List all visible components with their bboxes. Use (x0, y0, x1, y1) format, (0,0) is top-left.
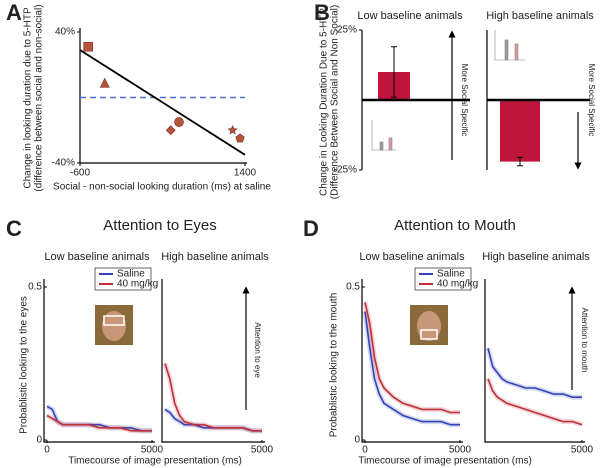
subtitle: High baseline animals (486, 10, 594, 22)
y-tick-label: 0.5 (346, 282, 360, 293)
series-line (487, 378, 583, 426)
y-tick-label: -40% (52, 158, 75, 169)
stimulus-image (410, 305, 448, 345)
stimulus-image (95, 305, 133, 345)
y-axis-label: Change in looking duration due to 5-HTP (23, 7, 34, 189)
y-tick-label: 0 (36, 435, 42, 446)
panel-letter: A (6, 0, 22, 25)
point (83, 41, 94, 52)
panel-letter: D (303, 216, 319, 241)
point (174, 117, 184, 127)
y-tick-label: 0 (354, 435, 360, 446)
x-axis-label: Social - non-social looking duration (ms… (53, 182, 271, 193)
point (227, 125, 238, 135)
legend-label: 40 mg/kg (117, 279, 158, 290)
axis (161, 279, 265, 443)
y-axis-label: Probablistic looking to the mouth (329, 293, 340, 438)
subtitle: Low baseline animals (357, 10, 463, 22)
point (235, 133, 245, 143)
x-tick-label: 5000 (251, 445, 274, 456)
y-axis-label: Probablistic looking to the eyes (19, 296, 30, 434)
legend-label: Saline (117, 269, 145, 280)
series-line (164, 363, 262, 432)
series-line (364, 311, 460, 426)
subtitle: High baseline animals (482, 251, 590, 263)
point (165, 125, 176, 136)
x-tick-label: 0 (44, 445, 50, 456)
x-axis-label: Timecourse of image presentation (ms) (68, 456, 242, 467)
x-tick-label: -600 (70, 168, 90, 179)
y-axis-label: (Difference Between Social and Non Socia… (330, 5, 341, 199)
axis (79, 28, 247, 164)
fit-line (79, 49, 246, 156)
panel-letter: C (6, 216, 22, 241)
series-line (487, 348, 582, 398)
x-tick-label: 5000 (571, 445, 594, 456)
panel-title: Attention to Eyes (103, 217, 216, 234)
x-tick-label: 5000 (449, 445, 472, 456)
subtitle: High baseline animals (161, 251, 269, 263)
series-line (46, 414, 152, 432)
y-axis-label: Change in Looking Duration Due to 5-HTP (319, 8, 330, 196)
axis (43, 279, 155, 443)
axis (484, 279, 585, 443)
subtitle: Low baseline animals (44, 251, 150, 263)
annotation: Attention to mouth (580, 308, 589, 373)
annotation: Attention to eye (253, 322, 262, 378)
point (99, 77, 110, 88)
annotation: More Social Specific (587, 64, 596, 136)
y-tick-label: 0.5 (28, 282, 42, 293)
legend-label: 40 mg/kg (437, 279, 478, 290)
panel-letter: B (314, 0, 330, 25)
error-bar (391, 46, 397, 98)
panel-title: Attention to Mouth (394, 217, 516, 234)
x-tick-label: 0 (362, 445, 368, 456)
axis (361, 279, 463, 443)
error-bar (517, 156, 523, 167)
series-line (364, 302, 460, 414)
legend-label: Saline (437, 269, 465, 280)
y-tick-label: 40% (55, 27, 75, 38)
halo (485, 347, 582, 400)
x-axis-label: Timecourse of image presentation (ms) (358, 456, 532, 467)
y-axis-label: (difference between social and non-socia… (34, 4, 45, 191)
y-tick-label: -25% (334, 165, 357, 176)
inset-decoration (371, 30, 525, 151)
x-tick-label: 1400 (234, 168, 257, 179)
x-tick-label: 5000 (141, 445, 164, 456)
bar (500, 100, 540, 162)
y-tick-label: 25% (337, 25, 357, 36)
subtitle: Low baseline animals (359, 251, 465, 263)
